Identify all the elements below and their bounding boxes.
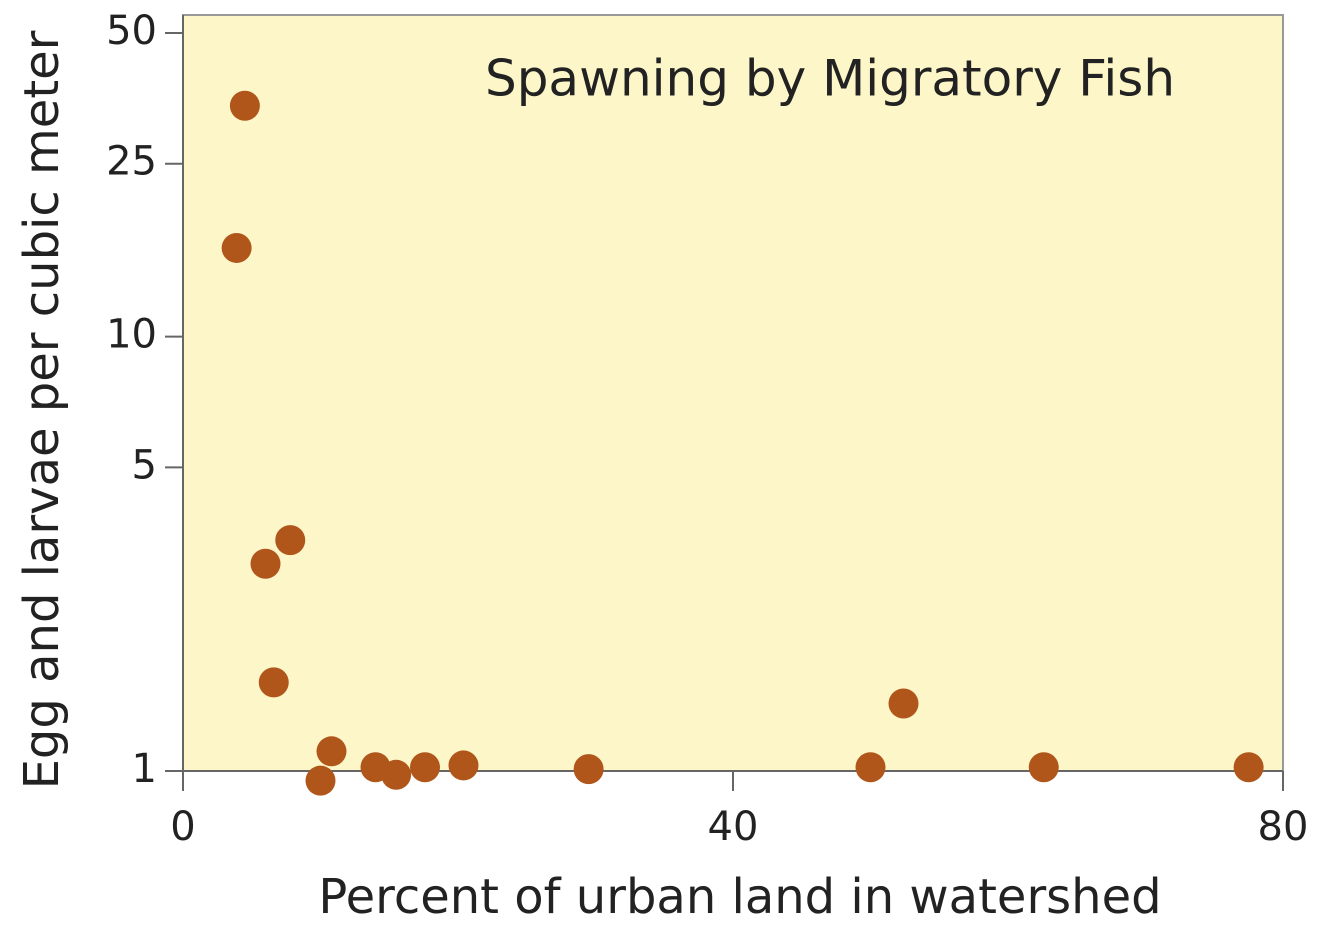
x-tick-label: 80	[1258, 804, 1309, 850]
point	[855, 752, 886, 783]
y-axis-label: Egg and larvae per cubic meter	[14, 30, 70, 789]
point	[1233, 752, 1264, 783]
point	[316, 736, 347, 767]
point	[275, 525, 306, 556]
plot-area	[182, 14, 1284, 772]
point	[448, 750, 479, 781]
point	[888, 688, 919, 719]
point	[221, 232, 252, 263]
point	[258, 667, 289, 698]
point	[229, 90, 260, 121]
point	[1028, 752, 1059, 783]
x-tick-label: 40	[708, 804, 759, 850]
point	[410, 752, 440, 783]
x-axis-label: Percent of urban land in watershed	[318, 869, 1161, 925]
point	[250, 548, 281, 579]
y-tick-label: 10	[106, 312, 157, 358]
y-tick-label: 5	[132, 442, 157, 488]
chart-title: Spawning by Migratory Fish	[485, 50, 1175, 108]
y-tick-label: 25	[106, 139, 157, 185]
x-tick-label: 0	[170, 804, 195, 850]
y-tick-label: 50	[106, 8, 157, 54]
y-tick-label: 1	[132, 746, 157, 792]
point	[305, 765, 336, 796]
point	[381, 759, 412, 790]
point	[573, 754, 604, 785]
